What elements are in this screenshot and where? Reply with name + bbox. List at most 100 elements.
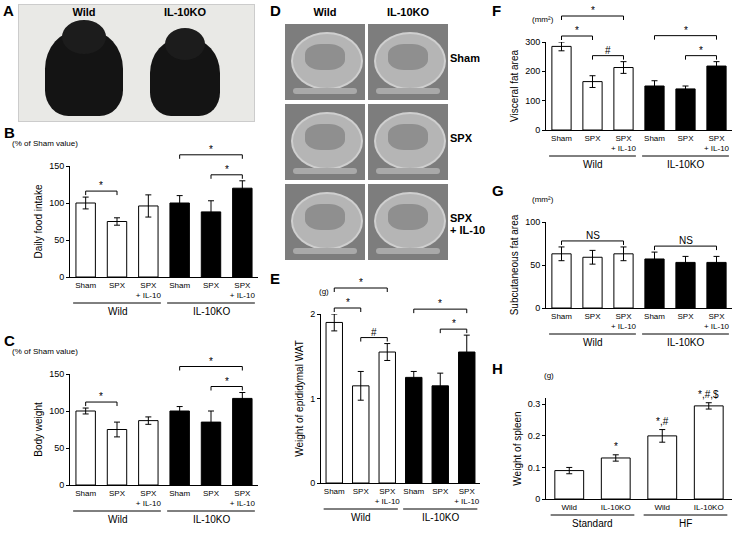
svg-text:SPX: SPX <box>203 281 220 290</box>
svg-text:*,#: *,# <box>656 416 669 427</box>
svg-text:IL-10KO: IL-10KO <box>193 514 230 525</box>
svg-text:0.1: 0.1 <box>528 463 541 473</box>
svg-text:*: * <box>99 391 103 402</box>
svg-text:0: 0 <box>535 494 540 504</box>
svg-text:Sham: Sham <box>403 487 424 496</box>
svg-text:Weight of epididymal WAT: Weight of epididymal WAT <box>294 340 305 457</box>
svg-text:IL-10KO: IL-10KO <box>193 306 230 317</box>
svg-text:(% of Sham value): (% of Sham value) <box>12 347 78 356</box>
svg-text:Sham: Sham <box>644 312 665 321</box>
svg-text:100: 100 <box>49 406 64 416</box>
svg-text:Wild: Wild <box>108 306 127 317</box>
svg-text:100: 100 <box>525 217 540 227</box>
svg-text:Sham: Sham <box>75 489 96 498</box>
svg-text:*: * <box>684 25 688 36</box>
svg-text:Wild: Wild <box>654 503 670 512</box>
svg-text:200: 200 <box>525 66 540 76</box>
svg-text:HF: HF <box>679 518 692 529</box>
svg-text:SPX: SPX <box>109 489 126 498</box>
svg-text:SPX: SPX <box>432 487 449 496</box>
svg-text:*: * <box>452 318 456 329</box>
svg-text:SPX+ IL-10: SPX+ IL-10 <box>230 281 256 300</box>
svg-text:*: * <box>614 441 618 452</box>
svg-text:IL-10KO: IL-10KO <box>667 159 704 170</box>
svg-text:SPX: SPX <box>109 281 126 290</box>
svg-text:SPX+ IL-10: SPX+ IL-10 <box>704 312 730 331</box>
svg-text:Wild: Wild <box>108 514 127 525</box>
svg-text:0: 0 <box>535 125 540 135</box>
svg-text:IL-10KO: IL-10KO <box>694 503 724 512</box>
svg-text:(g): (g) <box>544 371 554 380</box>
svg-text:Sham: Sham <box>169 489 190 498</box>
svg-text:*: * <box>359 277 363 288</box>
svg-text:Wild: Wild <box>583 159 602 170</box>
svg-text:SPX+ IL-10: SPX+ IL-10 <box>454 487 480 506</box>
svg-text:SPX+ IL-10: SPX+ IL-10 <box>611 134 637 153</box>
svg-text:*: * <box>209 144 213 155</box>
svg-text:*: * <box>225 164 229 175</box>
svg-text:Standard: Standard <box>572 518 613 529</box>
svg-text:100: 100 <box>525 96 540 106</box>
svg-text:*,#,$: *,#,$ <box>698 389 719 400</box>
svg-text:1: 1 <box>310 394 315 404</box>
svg-text:Wild: Wild <box>583 337 602 348</box>
svg-text:0: 0 <box>535 303 540 313</box>
svg-text:SPX: SPX <box>584 134 601 143</box>
svg-text:*: * <box>438 298 442 309</box>
svg-text:*: * <box>99 180 103 191</box>
svg-text:SPX+ IL-10: SPX+ IL-10 <box>375 487 401 506</box>
svg-text:Sham: Sham <box>169 281 190 290</box>
svg-text:Sham: Sham <box>551 134 572 143</box>
svg-text:0.2: 0.2 <box>528 431 541 441</box>
svg-text:IL-10KO: IL-10KO <box>422 512 459 523</box>
svg-text:SPX+ IL-10: SPX+ IL-10 <box>136 281 162 300</box>
svg-text:NS: NS <box>586 230 600 241</box>
svg-text:(g): (g) <box>319 287 329 296</box>
svg-text:Wild: Wild <box>351 512 370 523</box>
svg-text:50: 50 <box>530 260 540 270</box>
svg-text:(% of Sham value): (% of Sham value) <box>12 139 78 148</box>
svg-text:150: 150 <box>49 161 64 171</box>
svg-text:Subcutaneous fat area: Subcutaneous fat area <box>509 214 520 315</box>
svg-text:*: * <box>699 45 703 56</box>
svg-text:#: # <box>371 327 377 338</box>
svg-text:*: * <box>225 376 229 387</box>
svg-text:SPX+ IL-10: SPX+ IL-10 <box>704 134 730 153</box>
svg-text:Sham: Sham <box>644 134 665 143</box>
svg-text:*: * <box>346 297 350 308</box>
svg-text:Weight of spleen: Weight of spleen <box>512 411 523 485</box>
svg-text:300: 300 <box>525 37 540 47</box>
svg-text:(mm²): (mm²) <box>532 195 554 204</box>
svg-text:0: 0 <box>59 480 64 490</box>
svg-text:*: * <box>591 5 595 16</box>
svg-text:(mm²): (mm²) <box>532 15 554 24</box>
svg-text:#: # <box>605 45 611 56</box>
svg-text:Sham: Sham <box>324 487 345 496</box>
svg-text:SPX: SPX <box>677 134 694 143</box>
svg-text:IL-10KO: IL-10KO <box>601 503 631 512</box>
svg-text:50: 50 <box>54 443 64 453</box>
svg-text:2: 2 <box>310 309 315 319</box>
svg-text:0.3: 0.3 <box>528 399 541 409</box>
svg-text:Visceral fat area: Visceral fat area <box>509 50 520 123</box>
svg-text:SPX: SPX <box>203 489 220 498</box>
svg-text:*: * <box>209 356 213 367</box>
svg-text:SPX: SPX <box>677 312 694 321</box>
svg-text:Daily food intake: Daily food intake <box>33 184 44 258</box>
svg-text:Sham: Sham <box>75 281 96 290</box>
svg-text:IL-10KO: IL-10KO <box>667 337 704 348</box>
svg-text:SPX+ IL-10: SPX+ IL-10 <box>136 489 162 508</box>
svg-text:SPX: SPX <box>353 487 370 496</box>
svg-text:Body weight: Body weight <box>33 402 44 457</box>
svg-text:100: 100 <box>49 198 64 208</box>
svg-text:0: 0 <box>310 478 315 488</box>
svg-text:SPX: SPX <box>584 312 601 321</box>
svg-text:150: 150 <box>49 369 64 379</box>
svg-text:Wild: Wild <box>561 503 577 512</box>
svg-text:NS: NS <box>679 235 693 246</box>
svg-text:*: * <box>575 25 579 36</box>
svg-text:50: 50 <box>54 235 64 245</box>
svg-text:SPX+ IL-10: SPX+ IL-10 <box>230 489 256 508</box>
svg-text:0: 0 <box>59 272 64 282</box>
svg-text:Sham: Sham <box>551 312 572 321</box>
